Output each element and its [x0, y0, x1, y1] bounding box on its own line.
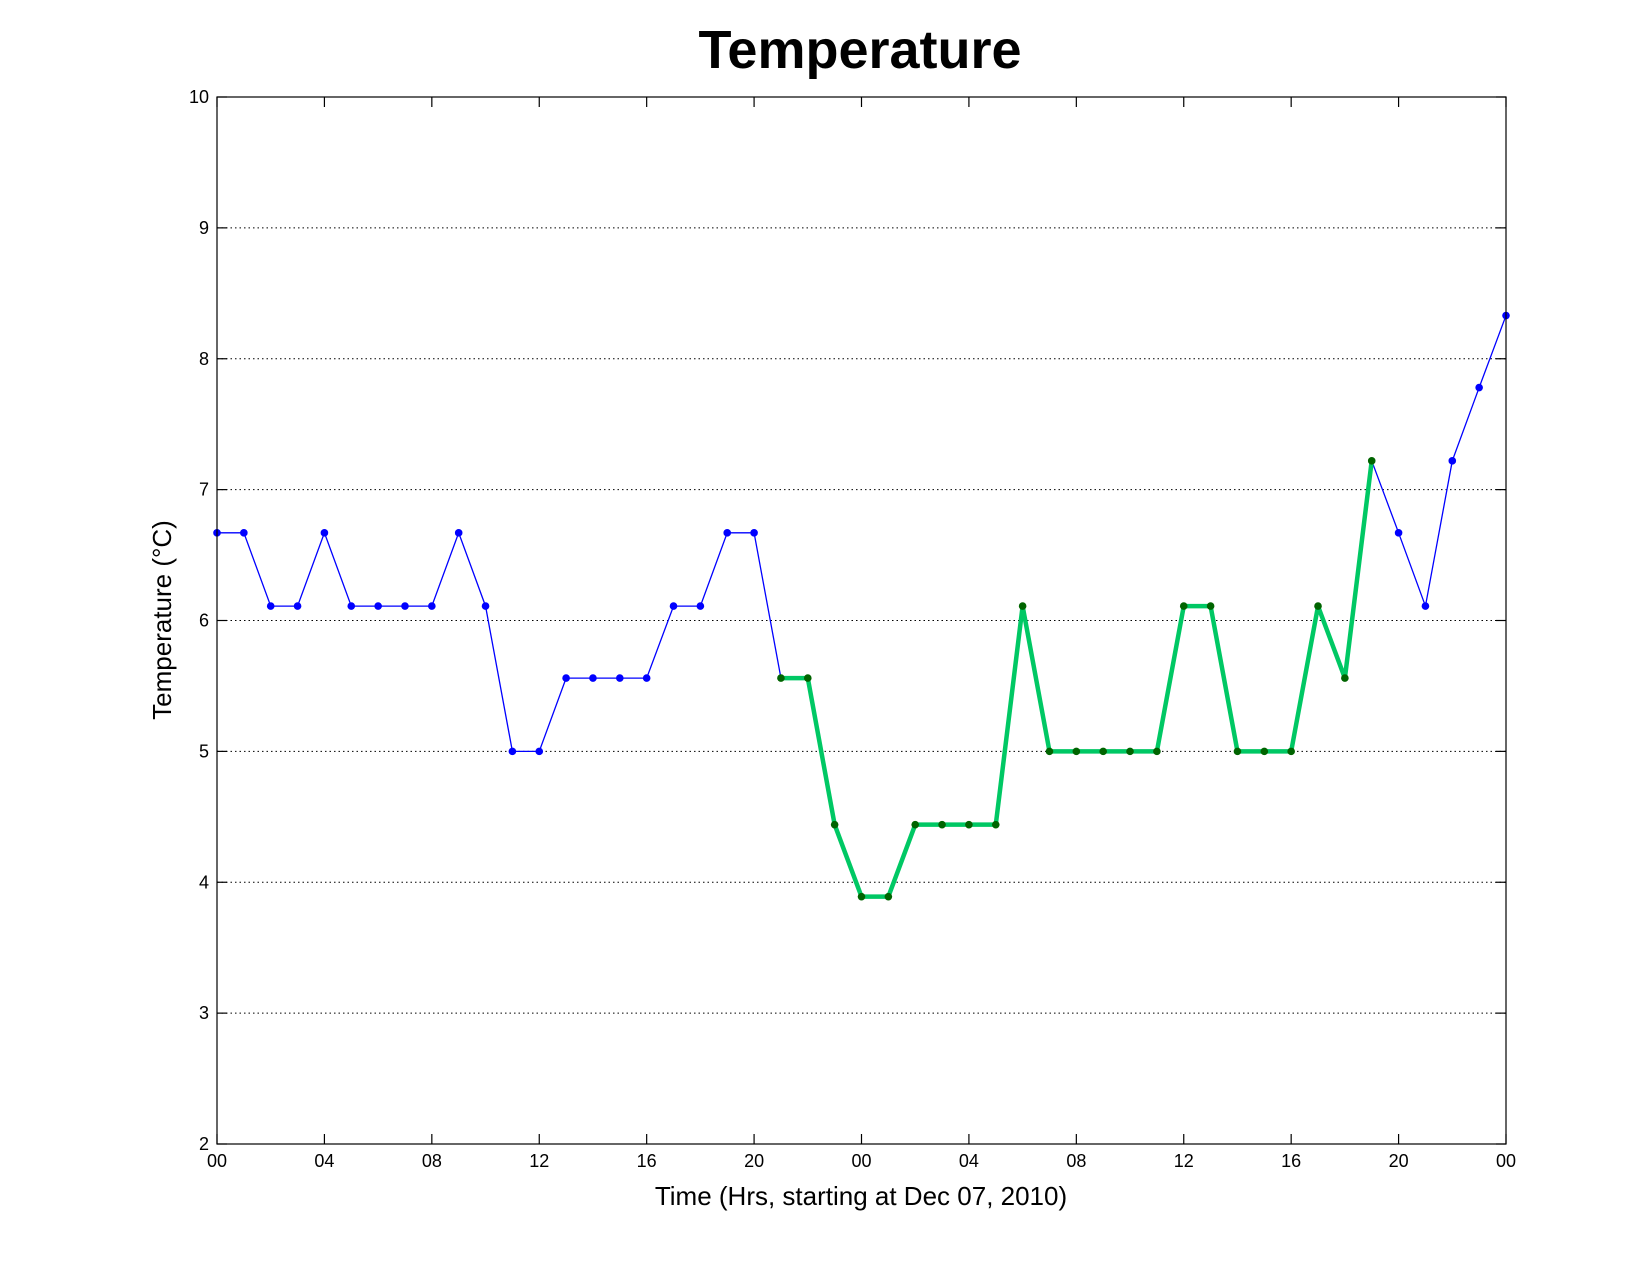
y-axis-label: Temperature (°C)	[147, 520, 177, 720]
x-tick-label: 00	[207, 1151, 227, 1171]
data-points	[213, 311, 1510, 901]
data-point	[642, 674, 651, 682]
x-tick-label: 16	[637, 1151, 657, 1171]
y-tick-label: 6	[199, 611, 209, 631]
x-axis-label: Time (Hrs, starting at Dec 07, 2010)	[655, 1181, 1067, 1211]
data-point	[562, 674, 570, 682]
highlighted-data-point	[965, 820, 973, 829]
chart-title: Temperature	[698, 20, 1021, 80]
data-point	[535, 747, 544, 756]
x-tick-label: 20	[1389, 1151, 1409, 1171]
data-point	[266, 602, 275, 610]
y-tick-label: 4	[199, 872, 209, 892]
y-tick-label: 5	[199, 741, 209, 761]
data-point	[1421, 602, 1430, 610]
y-tick-label: 3	[199, 1003, 209, 1023]
data-point	[750, 529, 758, 537]
x-tick-label: 04	[314, 1151, 334, 1171]
highlighted-data-point	[938, 820, 946, 829]
data-point	[293, 602, 302, 610]
highlighted-data-point	[911, 820, 920, 829]
highlighted-data-point	[1367, 457, 1376, 465]
highlighted-data-point	[1287, 747, 1295, 756]
x-tick-label: 08	[1066, 1151, 1086, 1171]
y-tick-label: 8	[199, 349, 209, 369]
highlighted-data-point	[991, 820, 1000, 829]
x-tick-label: 00	[1496, 1151, 1516, 1171]
highlighted-data-point	[1341, 674, 1349, 682]
data-point	[454, 529, 463, 537]
x-tick-label: 20	[744, 1151, 764, 1171]
highlighted-data-point	[1153, 747, 1161, 756]
data-point	[696, 602, 705, 610]
data-point	[320, 529, 329, 537]
highlighted-data-point	[1179, 602, 1188, 610]
grid-lines	[217, 227, 1506, 1014]
highlighted-data-point	[1018, 602, 1027, 610]
highlighted-data-point	[1206, 602, 1215, 610]
highlighted-data-point	[1233, 747, 1242, 756]
x-tick-label: 12	[1174, 1151, 1194, 1171]
highlighted-data-point	[803, 674, 812, 682]
data-point	[1448, 457, 1457, 465]
y-tick-label: 2	[199, 1134, 209, 1154]
tick-labels: 2 3 4 5 6 7 8 9 10 00 04 08 12 16 20 00 04 08 12 16 20 00	[189, 87, 1516, 1171]
data-point	[240, 529, 248, 537]
data-point	[1475, 383, 1483, 392]
highlighted-data-point	[1099, 747, 1107, 756]
x-tick-label: 00	[851, 1151, 871, 1171]
data-point	[428, 602, 436, 610]
data-point	[508, 747, 517, 756]
plot-frame	[216, 96, 1507, 1145]
data-point	[481, 602, 490, 610]
highlighted-data-point	[1045, 747, 1054, 756]
highlighted-data-point	[857, 892, 866, 901]
data-point	[616, 674, 624, 682]
data-point	[374, 602, 382, 610]
highlighted-data-point	[884, 892, 893, 901]
x-tick-label: 12	[529, 1151, 549, 1171]
data-point	[589, 674, 597, 682]
highlighted-data-point	[1072, 747, 1081, 756]
x-tick-label: 08	[422, 1151, 442, 1171]
data-point	[669, 602, 678, 610]
highlighted-data-point	[1314, 602, 1322, 610]
data-point	[723, 529, 732, 537]
axis-ticks	[216, 96, 1507, 1145]
y-tick-label: 7	[199, 480, 209, 500]
highlighted-data-point	[1260, 747, 1269, 756]
highlighted-data-point	[1126, 747, 1134, 756]
highlighted-data-point	[830, 820, 839, 829]
highlighted-data-point	[777, 674, 785, 682]
x-tick-label: 16	[1281, 1151, 1301, 1171]
data-point	[1394, 529, 1403, 537]
data-point	[401, 602, 409, 610]
data-point	[347, 602, 356, 610]
y-tick-label: 10	[189, 87, 209, 107]
y-tick-label: 9	[199, 218, 209, 238]
x-tick-label: 04	[959, 1151, 979, 1171]
